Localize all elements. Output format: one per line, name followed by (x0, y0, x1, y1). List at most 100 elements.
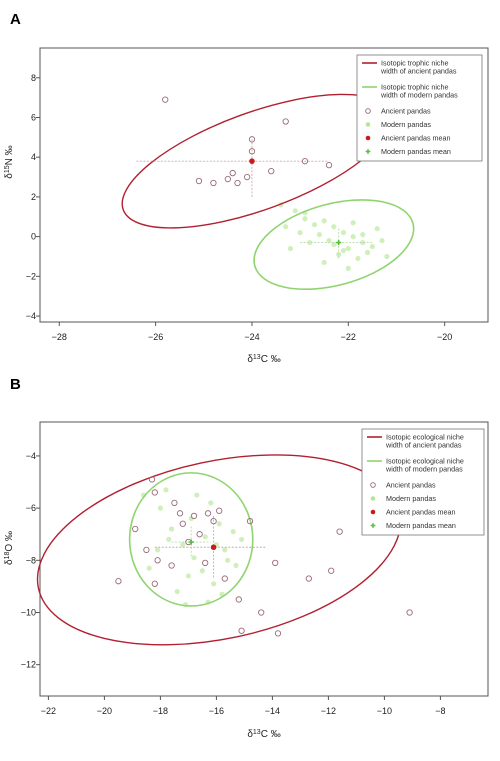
legend-label: Ancient pandas mean (386, 508, 456, 517)
legend-dot-swatch (365, 122, 371, 127)
ancient-panda-point (210, 518, 217, 525)
ancient-panda-point (235, 596, 242, 603)
modern-panda-point (287, 245, 294, 252)
legend-mean-swatch (365, 135, 371, 141)
legend-item: Modern pandas (370, 494, 436, 503)
ancient-panda-point (406, 609, 413, 616)
x-tick-label: −10 (377, 706, 392, 716)
x-tick-label: −18 (153, 706, 168, 716)
legend-mean-swatch (365, 149, 371, 154)
ancient-panda-point (274, 630, 282, 637)
y-axis-title-sup: 15 (4, 165, 11, 173)
ancient-panda-point (221, 575, 228, 582)
y-tick-label: 2 (31, 192, 36, 202)
modern-panda-point (202, 534, 208, 540)
legend-item: Ancient pandas (365, 107, 431, 116)
ancient-panda-point (272, 559, 279, 567)
modern-panda-point (199, 568, 205, 574)
y-axis-title: δ15N ‰ (4, 145, 16, 178)
y-axis-title-suffix: N ‰ (4, 145, 15, 165)
modern-panda-point (297, 230, 303, 236)
modern-panda-point (302, 216, 308, 222)
ancient-panda-point (243, 173, 251, 181)
modern-panda-point (292, 208, 298, 214)
modern-panda-point (283, 224, 289, 230)
ancient-panda-point (234, 179, 241, 187)
y-axis-title: δ18O ‰ (4, 531, 16, 565)
modern-panda-point (188, 515, 194, 522)
ancient-panda-point (202, 559, 209, 567)
ancient-panda-point (336, 528, 343, 535)
x-tick-label: −14 (265, 706, 280, 716)
y-tick-label: 6 (31, 112, 36, 122)
modern-panda-point (384, 253, 390, 260)
modern-panda-point (326, 237, 332, 244)
legend-label: Modern pandas (386, 494, 436, 503)
ancient-panda-point (246, 518, 254, 525)
x-axis-title: δ13C ‰ (247, 354, 280, 366)
modern-panda-point (369, 243, 375, 250)
modern-panda-point (350, 234, 356, 240)
panel-b: B−22 −20 −18 −16 −14 −12 −10 −8−12−10−8−6−4δ13C… (4, 376, 489, 740)
modern-niche-ellipse (253, 199, 415, 291)
x-tick-label: −16 (209, 706, 224, 716)
ancient-panda-point (143, 546, 150, 554)
panel-letter: A (10, 11, 21, 28)
modern-panda-point (321, 259, 327, 266)
ancient-panda-point (151, 489, 158, 496)
x-axis-title: δ13C ‰ (247, 729, 280, 741)
legend-label: Isotopic ecological niche (386, 433, 464, 442)
legend-item: Modern pandas (365, 120, 431, 129)
x-axis-title-sup: 13 (253, 354, 261, 361)
ancient-panda-point (248, 148, 256, 155)
modern-panda-point (222, 547, 228, 553)
ancient-panda-point (258, 609, 265, 616)
modern-panda-point (350, 220, 356, 226)
ancient-panda-point (196, 531, 203, 538)
modern-mean-marker (336, 239, 342, 246)
ancient-panda-point (179, 520, 186, 527)
x-tick-label: −8 (435, 706, 445, 716)
legend-mean-swatch (370, 523, 376, 528)
ancient-mean-marker (210, 544, 217, 551)
modern-panda-point (185, 573, 191, 579)
legend-item: Modern pandas mean (365, 147, 451, 156)
ancient-panda-point (248, 136, 256, 143)
ancient-panda-point (168, 562, 175, 569)
x-tick-label: −22 (41, 706, 56, 716)
ancient-panda-point (229, 169, 236, 177)
y-tick-label: −12 (21, 660, 36, 670)
legend-box (356, 54, 483, 162)
legend-label: Isotopic trophic niche (381, 59, 449, 68)
modern-panda-point (331, 241, 337, 248)
legend-label: width of modern pandas (380, 91, 458, 100)
ancient-panda-point (305, 575, 312, 582)
ancient-panda-point (115, 578, 122, 585)
x-tick-label: −20 (437, 332, 452, 342)
x-tick-label: −20 (97, 706, 112, 716)
legend-label: Modern pandas (381, 120, 431, 129)
legend-label: width of ancient pandas (380, 67, 457, 76)
x-tick-label: −24 (244, 332, 259, 342)
legend-open-circle-swatch (365, 108, 371, 114)
modern-panda-point (355, 255, 361, 262)
modern-panda-point (194, 492, 200, 498)
modern-panda-point (340, 230, 347, 236)
modern-panda-point (364, 249, 371, 256)
modern-panda-point (321, 218, 327, 224)
modern-panda-point (345, 245, 351, 252)
y-tick-label: −2 (26, 271, 36, 281)
ancient-panda-point (210, 179, 217, 187)
y-tick-label: 4 (31, 152, 36, 162)
modern-panda-point (374, 226, 380, 232)
y-tick-label: −8 (26, 555, 36, 565)
legend-label: Ancient pandas (381, 107, 431, 116)
x-axis-title-suffix: C ‰ (261, 354, 281, 365)
modern-panda-point (311, 222, 318, 228)
legend-item: Modern pandas mean (370, 521, 456, 530)
legend-label: width of modern pandas (385, 465, 463, 474)
ancient-panda-point (195, 177, 203, 185)
